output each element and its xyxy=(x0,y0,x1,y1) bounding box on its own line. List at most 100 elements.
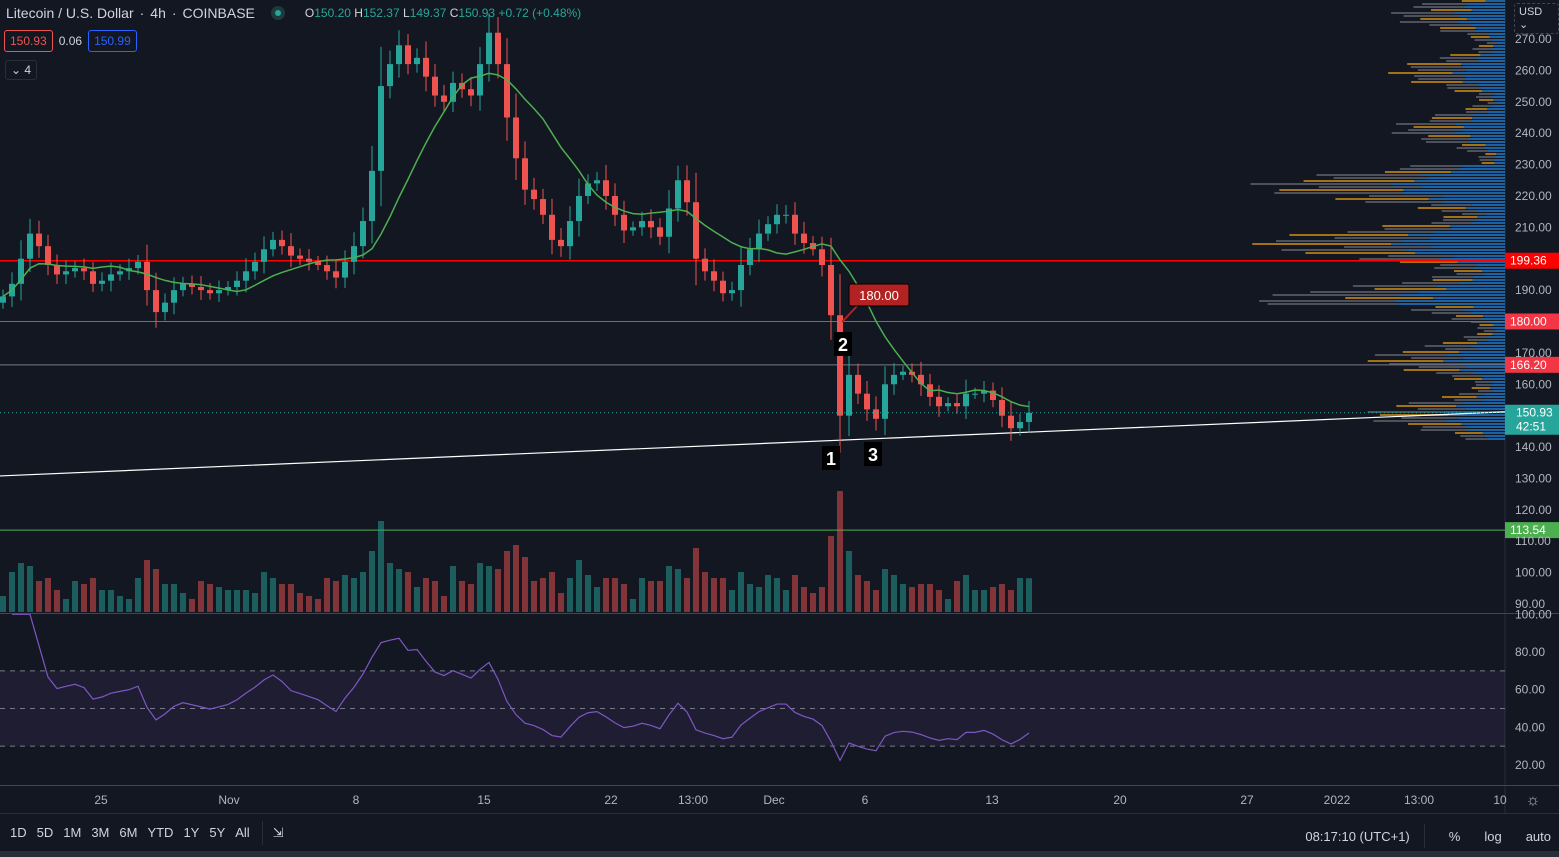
candle-body xyxy=(342,261,348,278)
candle-body xyxy=(495,32,501,65)
volume-profile-bar xyxy=(1466,366,1505,368)
volume-bar xyxy=(153,569,159,612)
log-toggle[interactable]: log xyxy=(1484,828,1502,844)
time-tick-label: 8 xyxy=(353,793,360,807)
volume-bar xyxy=(180,593,186,612)
volume-profile-bar xyxy=(1463,126,1505,128)
candle-body xyxy=(297,255,303,259)
range-6m[interactable]: 6M xyxy=(119,825,138,840)
volume-profile-bar xyxy=(1399,21,1458,23)
range-3m[interactable]: 3M xyxy=(91,825,110,840)
currency-select[interactable]: USD ⌄ xyxy=(1514,3,1559,34)
volume-profile-bar xyxy=(1454,432,1483,434)
candle-body xyxy=(612,195,618,215)
time-tick-label: 13:00 xyxy=(1404,793,1434,807)
volume-bar xyxy=(711,578,717,612)
time-tick-label: 13:00 xyxy=(678,793,708,807)
volume-profile-bar xyxy=(1391,243,1505,245)
volume-profile-bar xyxy=(1493,93,1505,95)
volume-profile-bar xyxy=(1439,258,1505,260)
volume-profile-bar xyxy=(1428,198,1505,200)
volume-profile-bar xyxy=(1443,195,1505,197)
buy-button[interactable]: 150.99 xyxy=(88,30,137,52)
volume-profile-bar xyxy=(1367,411,1444,413)
volume-profile-bar xyxy=(1448,414,1505,416)
range-all[interactable]: All xyxy=(235,825,250,840)
wave-label-3: 3 xyxy=(868,445,878,465)
volume-profile-bar xyxy=(1495,330,1505,332)
volume-bar xyxy=(459,581,465,612)
volume-bar xyxy=(594,587,600,612)
volume-profile-bar xyxy=(1482,270,1505,272)
calendar-goto-icon[interactable]: ⇲ xyxy=(272,824,284,840)
candle-body xyxy=(369,170,375,222)
volume-bar xyxy=(936,590,942,612)
volume-profile-bar xyxy=(1479,99,1494,101)
volume-profile-bar xyxy=(1396,405,1457,407)
volume-bar xyxy=(603,578,609,612)
clock[interactable]: 08:17:10 (UTC+1) xyxy=(1305,828,1410,844)
volume-profile-bar xyxy=(1391,12,1454,14)
volume-bar xyxy=(801,587,807,612)
volume-profile-bar xyxy=(1457,168,1505,170)
range-ytd[interactable]: YTD xyxy=(147,825,174,840)
volume-bar xyxy=(612,578,618,612)
percent-toggle[interactable]: % xyxy=(1448,828,1461,844)
volume-bar xyxy=(927,584,933,612)
volume-profile-bar xyxy=(1434,267,1474,269)
volume-profile-bar xyxy=(1407,63,1461,65)
volume-bar xyxy=(270,578,276,612)
candle-body xyxy=(963,393,969,407)
volume-profile-bar xyxy=(1452,255,1505,257)
interval[interactable]: 4h xyxy=(150,5,166,21)
range-1y[interactable]: 1Y xyxy=(183,825,200,840)
range-5d[interactable]: 5D xyxy=(36,825,54,840)
range-1d[interactable]: 1D xyxy=(10,825,27,840)
candle-body xyxy=(648,221,654,228)
volume-profile-bar xyxy=(1411,357,1463,359)
time-tick-label: 22 xyxy=(604,793,618,807)
range-1m[interactable]: 1M xyxy=(63,825,82,840)
volume-profile-bar xyxy=(1486,42,1497,44)
volume-bar xyxy=(324,578,330,612)
candle-body xyxy=(918,374,924,385)
time-tick-label: Dec xyxy=(763,793,784,807)
chart-canvas[interactable]: 199.36180.00166.20113.54270.00260.00250.… xyxy=(0,0,1559,813)
volume-profile-bar xyxy=(1489,36,1505,38)
candle-body xyxy=(162,302,168,313)
sell-button[interactable]: 150.93 xyxy=(4,30,53,52)
symbol-name[interactable]: Litecoin / U.S. Dollar xyxy=(6,5,134,21)
volume-profile-bar xyxy=(1390,183,1505,185)
volume-profile-bar xyxy=(1436,285,1505,287)
volume-profile-bar xyxy=(1493,159,1505,161)
volume-profile-bar xyxy=(1345,297,1434,299)
volume-profile-bar xyxy=(1453,270,1483,272)
time-tick-label: 6 xyxy=(862,793,869,807)
volume-profile-bar xyxy=(1281,249,1405,251)
volume-profile-bar xyxy=(1478,60,1505,62)
volume-profile-bar xyxy=(1439,57,1476,59)
volume-profile-bar xyxy=(1421,138,1468,140)
settings-icon[interactable]: ☼ xyxy=(1526,792,1541,809)
volume-bar xyxy=(549,572,555,612)
volume-profile-bar xyxy=(1388,255,1453,257)
candle-body xyxy=(720,280,726,294)
indicators-toggle[interactable]: ⌄ 4 xyxy=(5,60,38,80)
volume-bar xyxy=(990,587,996,612)
volume-profile-bar xyxy=(1433,297,1505,299)
volume-profile-bar xyxy=(1467,429,1505,431)
auto-toggle[interactable]: auto xyxy=(1525,828,1551,844)
volume-profile-bar xyxy=(1475,27,1505,29)
volume-profile-bar xyxy=(1459,15,1505,17)
volume-profile-bar xyxy=(1388,72,1453,74)
price-tick-label: 220.00 xyxy=(1515,189,1552,203)
range-5y[interactable]: 5Y xyxy=(209,825,226,840)
volume-bar xyxy=(522,557,528,612)
volume-bar xyxy=(972,590,978,612)
candle-body xyxy=(549,214,555,240)
volume-bar xyxy=(981,590,987,612)
candle-body xyxy=(1017,421,1023,429)
volume-profile-bar xyxy=(1453,12,1505,14)
candle-body xyxy=(594,180,600,184)
divider xyxy=(261,820,263,845)
